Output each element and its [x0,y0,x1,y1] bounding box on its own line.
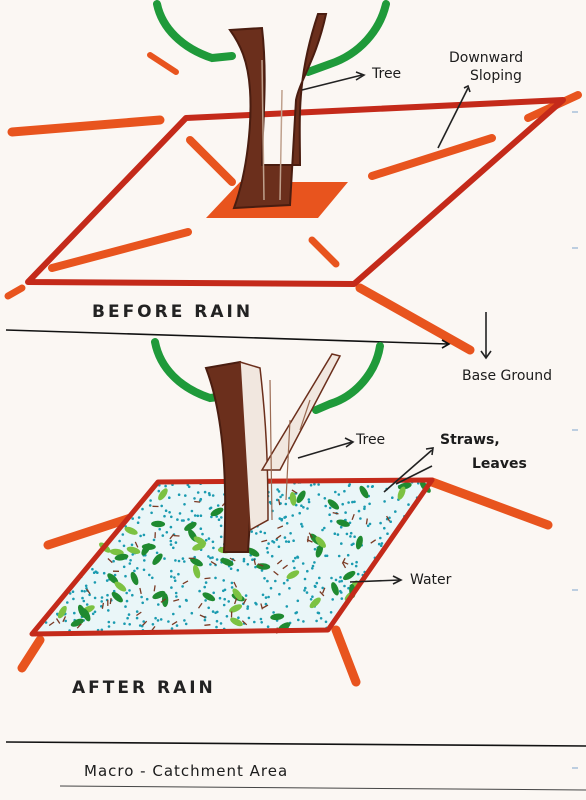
after-rain-diagram [17,338,553,687]
straws-label-line1: Straws, [440,432,500,448]
foliage-after [151,338,384,414]
leaves [57,481,431,632]
after-rain-title: AFTER RAIN [72,678,216,698]
before-rain-diagram [4,0,582,360]
margin-marks [572,111,578,769]
caption-underline [59,785,586,791]
before-rain-title: BEFORE RAIN [92,302,254,322]
base-ground-label: Base Ground [462,368,553,384]
foliage-before [153,0,390,76]
catchment-border-after [29,477,435,637]
base-ground-line [5,329,449,345]
tree-label-after: Tree [356,432,386,448]
pointer-lines-after [297,437,434,585]
slope-label-line2: Sloping [470,68,522,84]
tree-trunk-before [228,13,328,210]
straws-label-line2: Leaves [472,456,527,472]
caption: Macro - Catchment Area [84,762,289,780]
pointer-lines-before [301,71,492,360]
catchment-border-before [25,97,566,287]
tree-trunk-after [204,353,342,553]
tree-label-before: Tree [372,66,402,82]
divider-line [5,741,586,747]
water-label: Water [410,572,452,588]
slope-label-line1: Downward [449,50,524,66]
